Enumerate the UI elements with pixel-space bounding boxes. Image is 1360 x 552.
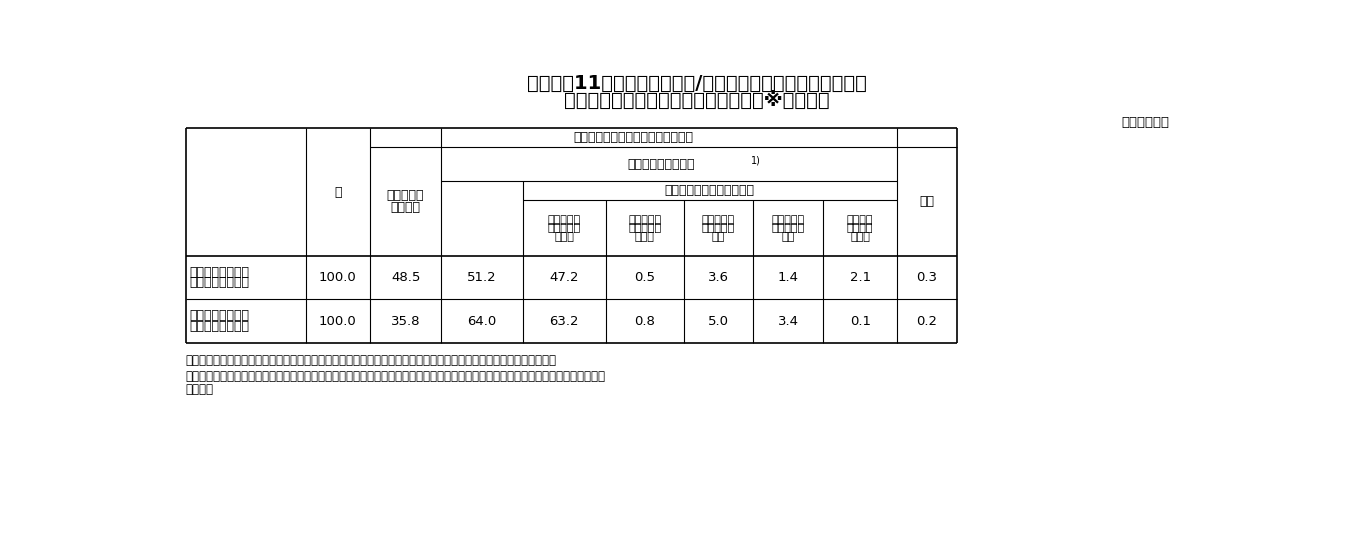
Text: 1.4: 1.4 — [778, 271, 798, 284]
Text: 5.0: 5.0 — [707, 315, 729, 327]
Text: ている: ている — [635, 232, 654, 242]
Text: 度はない: 度はない — [390, 201, 420, 214]
Text: いる: いる — [711, 232, 725, 242]
Text: 支払われ: 支払われ — [847, 224, 873, 233]
Text: 企画型裁量労働制: 企画型裁量労働制 — [189, 309, 249, 322]
Text: 1): 1) — [751, 156, 760, 166]
Text: 51.2: 51.2 — [466, 271, 496, 284]
Text: 3.4: 3.4 — [778, 315, 798, 327]
Text: 64.0: 64.0 — [468, 315, 496, 327]
Text: 特別手当制度がある: 特別手当制度がある — [627, 157, 695, 171]
Text: 計: 計 — [335, 185, 341, 199]
Text: 支払われて: 支払われて — [771, 224, 805, 233]
Text: 100.0: 100.0 — [318, 315, 356, 327]
Text: 3.6: 3.6 — [707, 271, 729, 284]
Text: いる: いる — [782, 232, 794, 242]
Text: 適用労働者がいる: 適用労働者がいる — [189, 277, 249, 289]
Text: 2.1: 2.1 — [850, 271, 870, 284]
Text: 63.2: 63.2 — [549, 315, 579, 327]
Text: １年ごとに: １年ごとに — [771, 215, 805, 225]
Text: 特別手当制: 特別手当制 — [386, 189, 424, 202]
Text: 0.2: 0.2 — [917, 315, 937, 327]
Text: 特別手当の有無・頻度別事業場割合　※複数回答: 特別手当の有無・頻度別事業場割合 ※複数回答 — [564, 92, 830, 110]
Text: 表　１－11－１　　（専門型/企画型別）適用労働者に対する: 表 １－11－１ （専門型/企画型別）適用労働者に対する — [528, 73, 866, 93]
Text: （単位：％）: （単位：％） — [1122, 116, 1170, 129]
Text: 支払われて: 支払われて — [702, 224, 734, 233]
Text: 注：特別手当には、給与・賞与等と別に支払われるものだけでなく、給与・賞与等に上乗せで支払われるものを含む。: 注：特別手当には、給与・賞与等と別に支払われるものだけでなく、給与・賞与等に上乗… — [185, 354, 556, 367]
Text: に支払われ: に支払われ — [628, 224, 661, 233]
Text: 0.8: 0.8 — [634, 315, 656, 327]
Text: 0.5: 0.5 — [634, 271, 656, 284]
Text: に支払われ: に支払われ — [548, 224, 581, 233]
Text: 0.3: 0.3 — [917, 271, 937, 284]
Text: 100.0: 100.0 — [318, 271, 356, 284]
Text: 適用労働者がいる: 適用労働者がいる — [189, 320, 249, 333]
Text: 支払いの頻度（複数回答）: 支払いの頻度（複数回答） — [665, 184, 755, 197]
Text: ている: ている — [850, 232, 870, 242]
Text: 35.8: 35.8 — [390, 315, 420, 327]
Text: 半年ごとに: 半年ごとに — [702, 215, 734, 225]
Text: 四半期ごと: 四半期ごと — [628, 215, 661, 225]
Text: 不定期に: 不定期に — [847, 215, 873, 225]
Text: 48.5: 48.5 — [390, 271, 420, 284]
Text: １）「特別手当制度がある」事業場の割合については、計から「特別手当制度はない」と「不明」を引いて算出した割合を掲載してい: １）「特別手当制度がある」事業場の割合については、計から「特別手当制度はない」と… — [185, 370, 605, 383]
Text: ている: ている — [554, 232, 574, 242]
Text: 0.1: 0.1 — [850, 315, 870, 327]
Text: 専門型裁量労働制: 専門型裁量労働制 — [189, 266, 249, 279]
Text: る。: る。 — [185, 383, 214, 396]
Text: 不明: 不明 — [919, 195, 934, 208]
Text: １か月ごと: １か月ごと — [548, 215, 581, 225]
Text: 47.2: 47.2 — [549, 271, 579, 284]
Text: 適用労働者に対する特別手当の有無: 適用労働者に対する特別手当の有無 — [574, 131, 694, 144]
